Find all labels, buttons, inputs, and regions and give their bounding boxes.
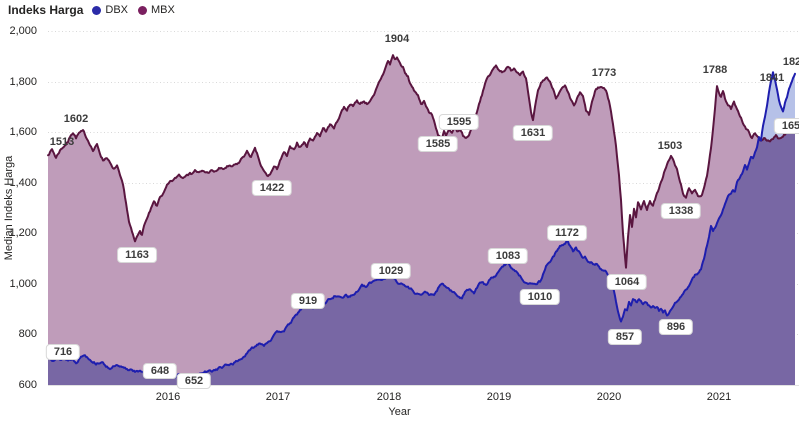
chart-title: Indeks Harga — [8, 3, 84, 17]
mbx-data-label: 1773 — [591, 67, 617, 79]
mbx-data-label: 1064 — [606, 274, 648, 290]
dbx-data-label: 896 — [658, 319, 694, 335]
chart-header: Indeks Harga DBX MBX — [8, 3, 175, 17]
mbx-data-label: 1602 — [63, 113, 89, 125]
legend-label-mbx: MBX — [151, 4, 175, 16]
dbx-data-label: 648 — [142, 363, 178, 379]
dbx-data-label: 1083 — [487, 248, 529, 264]
dbx-data-label: 857 — [607, 329, 643, 345]
y-tick-label: 800 — [18, 328, 37, 341]
mbx-data-label: 1585 — [417, 136, 459, 152]
dbx-data-label: 1172 — [547, 225, 587, 241]
y-tick-label: 600 — [18, 379, 37, 391]
dbx-data-label: 1841 — [759, 72, 785, 84]
mbx-data-label: 1422 — [251, 180, 293, 196]
y-tick-label: 1,000 — [9, 277, 37, 290]
mbx-data-label: 1163 — [117, 247, 157, 263]
legend-item-mbx[interactable]: MBX — [138, 4, 175, 16]
mbx-data-label: 1631 — [512, 125, 554, 141]
mbx-legend-dot-icon — [138, 5, 147, 15]
legend-label-dbx: DBX — [105, 4, 128, 16]
x-tick-label: 2018 — [376, 391, 402, 403]
dbx-data-label: 919 — [290, 293, 326, 309]
mbx-data-label: 1503 — [657, 140, 683, 152]
x-tick-label: 2017 — [265, 391, 291, 403]
y-tick-label: 2,000 — [9, 25, 37, 37]
mbx-data-label: 1788 — [702, 64, 728, 76]
x-tick-label: 2020 — [596, 391, 622, 403]
mbx-data-label: 1513 — [49, 136, 75, 148]
dbx-data-label: 652 — [176, 373, 212, 389]
dbx-data-label: 716 — [45, 344, 81, 360]
legend-item-dbx[interactable]: DBX — [92, 4, 128, 16]
dbx-data-label: 1029 — [370, 263, 412, 279]
mbx-data-label: 165 — [773, 118, 799, 134]
mbx-data-label: 1338 — [660, 203, 702, 219]
legend: DBX MBX — [92, 4, 175, 16]
y-tick-label: 1,400 — [9, 176, 37, 189]
x-tick-label: 2021 — [706, 391, 732, 403]
y-tick-label: 1,800 — [9, 75, 37, 88]
y-tick-label: 1,600 — [9, 126, 37, 139]
y-axis-title: Median Indeks Harga — [3, 155, 15, 261]
dbx-data-label: 1010 — [519, 289, 561, 305]
dbx-legend-dot-icon — [92, 5, 102, 15]
x-axis-title: Year — [388, 406, 411, 418]
x-tick-label: 2016 — [155, 391, 181, 403]
mbx-data-label: 1595 — [438, 114, 480, 130]
dbx-data-label: 182 — [782, 56, 799, 68]
mbx-data-label: 1904 — [384, 33, 410, 45]
y-tick-label: 1,200 — [9, 227, 37, 240]
x-tick-label: 2019 — [486, 391, 512, 403]
